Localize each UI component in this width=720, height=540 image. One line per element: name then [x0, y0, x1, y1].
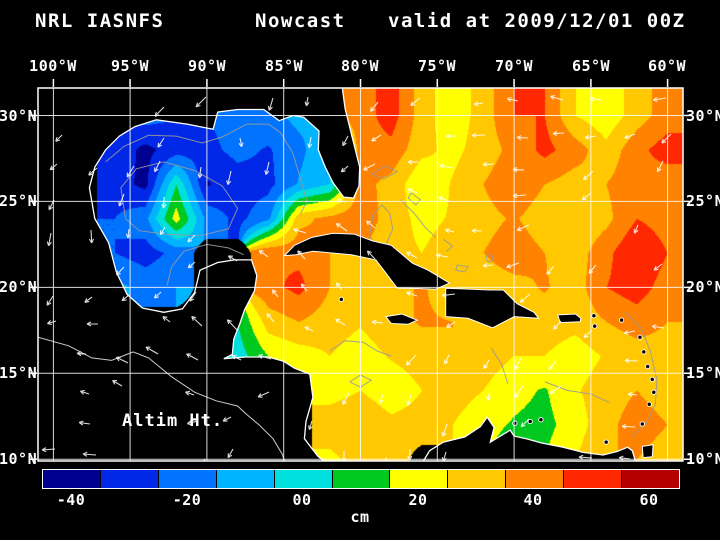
lon-tick-label: 90°W — [187, 57, 227, 75]
colorbar-cell — [158, 470, 217, 488]
colorbar-cell — [332, 470, 391, 488]
lat-tick-label-right: 30°N — [686, 107, 720, 125]
south-america-fill — [423, 417, 636, 461]
colorbar — [42, 469, 680, 489]
colorbar-tick-label: -40 — [56, 491, 86, 509]
island-cuba — [283, 232, 451, 290]
lat-tick-label-right: 20°N — [686, 278, 720, 296]
lon-tick-label: 75°W — [417, 57, 457, 75]
colorbar-cell — [274, 470, 333, 488]
graticule — [38, 88, 683, 461]
colorbar-unit-label: cm — [350, 508, 370, 526]
colorbar-cell — [216, 470, 275, 488]
colorbar-cell — [564, 470, 623, 488]
lat-tick-label-right: 10°N — [686, 450, 720, 468]
colorbar-tick-label: -20 — [172, 491, 202, 509]
colorbar-cell — [43, 470, 101, 488]
colorbar-cell — [100, 470, 159, 488]
colorbar-tick-label: 20 — [408, 491, 428, 509]
small-islands — [338, 296, 657, 445]
lon-tick-label: 95°W — [110, 57, 150, 75]
vector-arrows — [41, 94, 672, 461]
lat-tick-label-left: 15°N — [0, 364, 38, 382]
axis-ticks — [29, 79, 692, 461]
lon-tick-label: 60°W — [647, 57, 687, 75]
plot-frame — [37, 87, 684, 462]
lon-tick-label: 100°W — [29, 57, 77, 75]
colorbar-cell — [448, 470, 507, 488]
lon-tick-label: 80°W — [340, 57, 380, 75]
mainland-coastline — [88, 88, 361, 461]
bathymetry-contours — [105, 123, 658, 438]
lon-tick-label: 70°W — [494, 57, 534, 75]
lon-tick-label: 85°W — [264, 57, 304, 75]
colorbar-tick-label: 40 — [523, 491, 543, 509]
map-layers — [38, 88, 683, 461]
mainland-fill — [38, 88, 360, 461]
lon-tick-label: 65°W — [571, 57, 611, 75]
lat-tick-label-right: 25°N — [686, 192, 720, 210]
title-product: Nowcast — [255, 10, 346, 32]
colorbar-tick-label: 60 — [639, 491, 659, 509]
field-label: Altim Ht. — [122, 411, 224, 431]
lat-tick-label-left: 30°N — [0, 107, 38, 125]
lat-tick-label-left: 20°N — [0, 278, 38, 296]
lat-tick-label-left: 10°N — [0, 450, 38, 468]
colorbar-cell — [390, 470, 449, 488]
pacific-coastline — [38, 336, 285, 461]
title-valid: valid at 2009/12/01 00Z — [388, 10, 686, 32]
lat-tick-label-left: 25°N — [0, 192, 38, 210]
lat-tick-label-right: 15°N — [686, 364, 720, 382]
title-system: NRL IASNFS — [35, 10, 165, 32]
island-trinidad — [641, 444, 654, 459]
island-puerto-rico — [557, 313, 582, 324]
island-hispaniola — [445, 287, 540, 329]
colorbar-cell — [506, 470, 565, 488]
colorbar-tick-label: 00 — [292, 491, 312, 509]
island-jamaica — [384, 313, 419, 325]
colorbar-cell — [622, 470, 679, 488]
